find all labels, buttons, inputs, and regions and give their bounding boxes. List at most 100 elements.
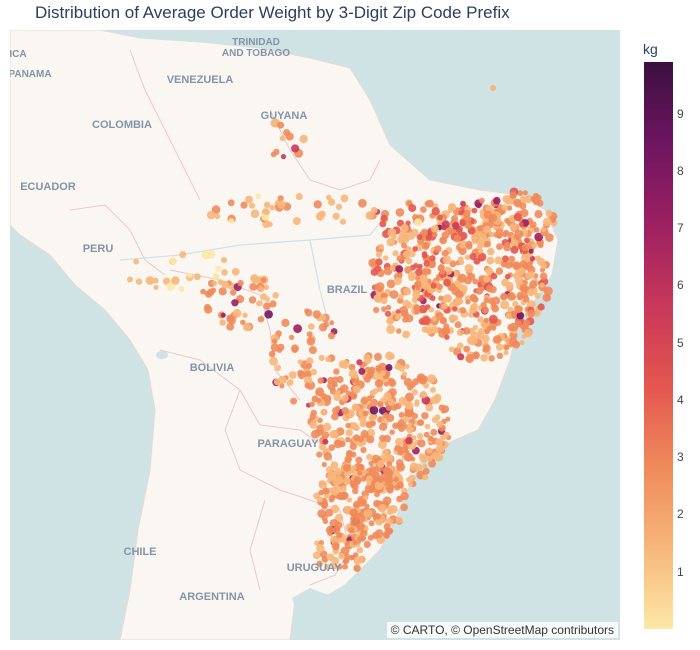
- order-weight-marker: [508, 337, 518, 347]
- order-weight-marker: [479, 286, 485, 292]
- order-weight-marker: [331, 376, 339, 384]
- order-weight-marker: [383, 532, 390, 539]
- order-weight-marker: [373, 306, 380, 314]
- order-weight-marker: [396, 459, 404, 467]
- order-weight-marker: [152, 277, 159, 284]
- order-weight-marker: [334, 389, 341, 396]
- map-canvas[interactable]: TRINIDAD AND TOBAGO VENEZUELA ICA PANAMA…: [10, 30, 620, 640]
- order-weight-marker: [231, 299, 239, 307]
- order-weight-marker: [370, 398, 379, 407]
- order-weight-marker: [352, 539, 358, 545]
- order-weight-marker: [411, 435, 417, 441]
- order-weight-marker: [431, 207, 440, 216]
- order-weight-marker: [357, 435, 364, 443]
- order-weight-marker: [277, 200, 286, 209]
- label-trinidad: TRINIDAD: [232, 37, 280, 48]
- order-weight-marker: [358, 464, 365, 471]
- order-weight-marker: [514, 305, 523, 314]
- order-weight-marker: [371, 471, 380, 480]
- order-weight-marker: [422, 474, 429, 481]
- order-weight-marker: [441, 405, 450, 413]
- map-attribution[interactable]: © CARTO, © OpenStreetMap contributors: [386, 622, 618, 638]
- order-weight-marker: [231, 267, 240, 276]
- order-weight-marker: [408, 474, 416, 482]
- order-weight-marker: [522, 190, 528, 196]
- order-weight-marker: [349, 508, 359, 517]
- order-weight-marker: [477, 248, 483, 254]
- order-weight-marker: [443, 431, 450, 438]
- order-weight-marker: [389, 265, 396, 272]
- order-weight-marker: [329, 494, 336, 501]
- order-weight-marker: [500, 300, 510, 310]
- order-weight-marker: [178, 286, 185, 292]
- label-paraguay: PARAGUAY: [257, 438, 319, 450]
- order-weight-marker: [268, 350, 276, 358]
- order-weight-marker: [381, 306, 387, 312]
- order-weight-marker: [395, 516, 403, 524]
- order-weight-marker: [527, 309, 536, 318]
- order-weight-marker: [331, 487, 340, 496]
- order-weight-marker: [221, 269, 228, 276]
- order-weight-marker: [281, 318, 290, 327]
- order-weight-marker: [448, 203, 457, 212]
- order-weight-marker: [443, 294, 453, 303]
- order-weight-marker: [398, 412, 405, 418]
- order-weight-marker: [519, 339, 525, 346]
- order-weight-marker: [502, 195, 511, 204]
- order-weight-marker: [288, 371, 297, 380]
- order-weight-marker: [263, 209, 269, 215]
- label-chile: CHILE: [124, 546, 157, 558]
- order-weight-marker: [472, 351, 480, 360]
- order-weight-marker: [422, 382, 430, 389]
- order-weight-marker: [336, 531, 343, 539]
- order-weight-marker: [529, 280, 538, 289]
- order-weight-marker: [318, 443, 326, 451]
- order-weight-marker: [350, 481, 357, 488]
- order-weight-marker: [310, 368, 318, 376]
- order-weight-marker: [500, 293, 508, 301]
- order-weight-marker: [383, 467, 392, 477]
- label-and-tobago: AND TOBAGO: [222, 48, 290, 59]
- order-weight-marker: [422, 463, 428, 469]
- order-weight-marker: [402, 330, 410, 339]
- order-weight-marker: [416, 234, 423, 240]
- map-area[interactable]: TRINIDAD AND TOBAGO VENEZUELA ICA PANAMA…: [10, 30, 620, 640]
- colorbar-ticks: 1 2 3 4 5 6 7 8 9: [673, 62, 700, 629]
- order-weight-marker: [536, 199, 544, 207]
- order-weight-marker: [325, 508, 334, 517]
- order-weight-marker: [429, 255, 436, 262]
- order-weight-marker: [539, 282, 545, 288]
- order-weight-marker: [227, 199, 235, 207]
- order-weight-marker: [264, 310, 273, 319]
- order-weight-marker: [348, 363, 356, 371]
- order-weight-marker: [240, 319, 246, 325]
- order-weight-marker: [257, 286, 264, 293]
- order-weight-marker: [509, 222, 518, 231]
- order-weight-marker: [353, 564, 361, 572]
- order-weight-marker: [341, 394, 349, 402]
- order-weight-marker: [438, 295, 444, 301]
- order-weight-marker: [342, 558, 348, 565]
- order-weight-marker: [441, 249, 449, 257]
- order-weight-marker: [366, 428, 376, 438]
- order-weight-marker: [363, 375, 371, 383]
- order-weight-marker: [389, 290, 399, 299]
- order-weight-marker: [428, 260, 436, 268]
- order-weight-marker: [387, 228, 397, 238]
- order-weight-marker: [368, 258, 377, 267]
- order-weight-marker: [166, 281, 176, 291]
- order-weight-marker: [352, 488, 359, 495]
- order-weight-marker: [322, 518, 329, 525]
- order-weight-markers: [127, 85, 558, 572]
- order-weight-marker: [356, 359, 363, 366]
- order-weight-marker: [480, 354, 488, 362]
- order-weight-marker: [386, 317, 394, 325]
- order-weight-marker: [211, 205, 221, 214]
- order-weight-marker: [521, 243, 530, 252]
- order-weight-marker: [269, 204, 276, 211]
- order-weight-marker: [277, 195, 284, 202]
- order-weight-marker: [350, 515, 359, 524]
- order-weight-marker: [395, 208, 405, 217]
- order-weight-marker: [511, 311, 519, 319]
- order-weight-marker: [456, 329, 464, 336]
